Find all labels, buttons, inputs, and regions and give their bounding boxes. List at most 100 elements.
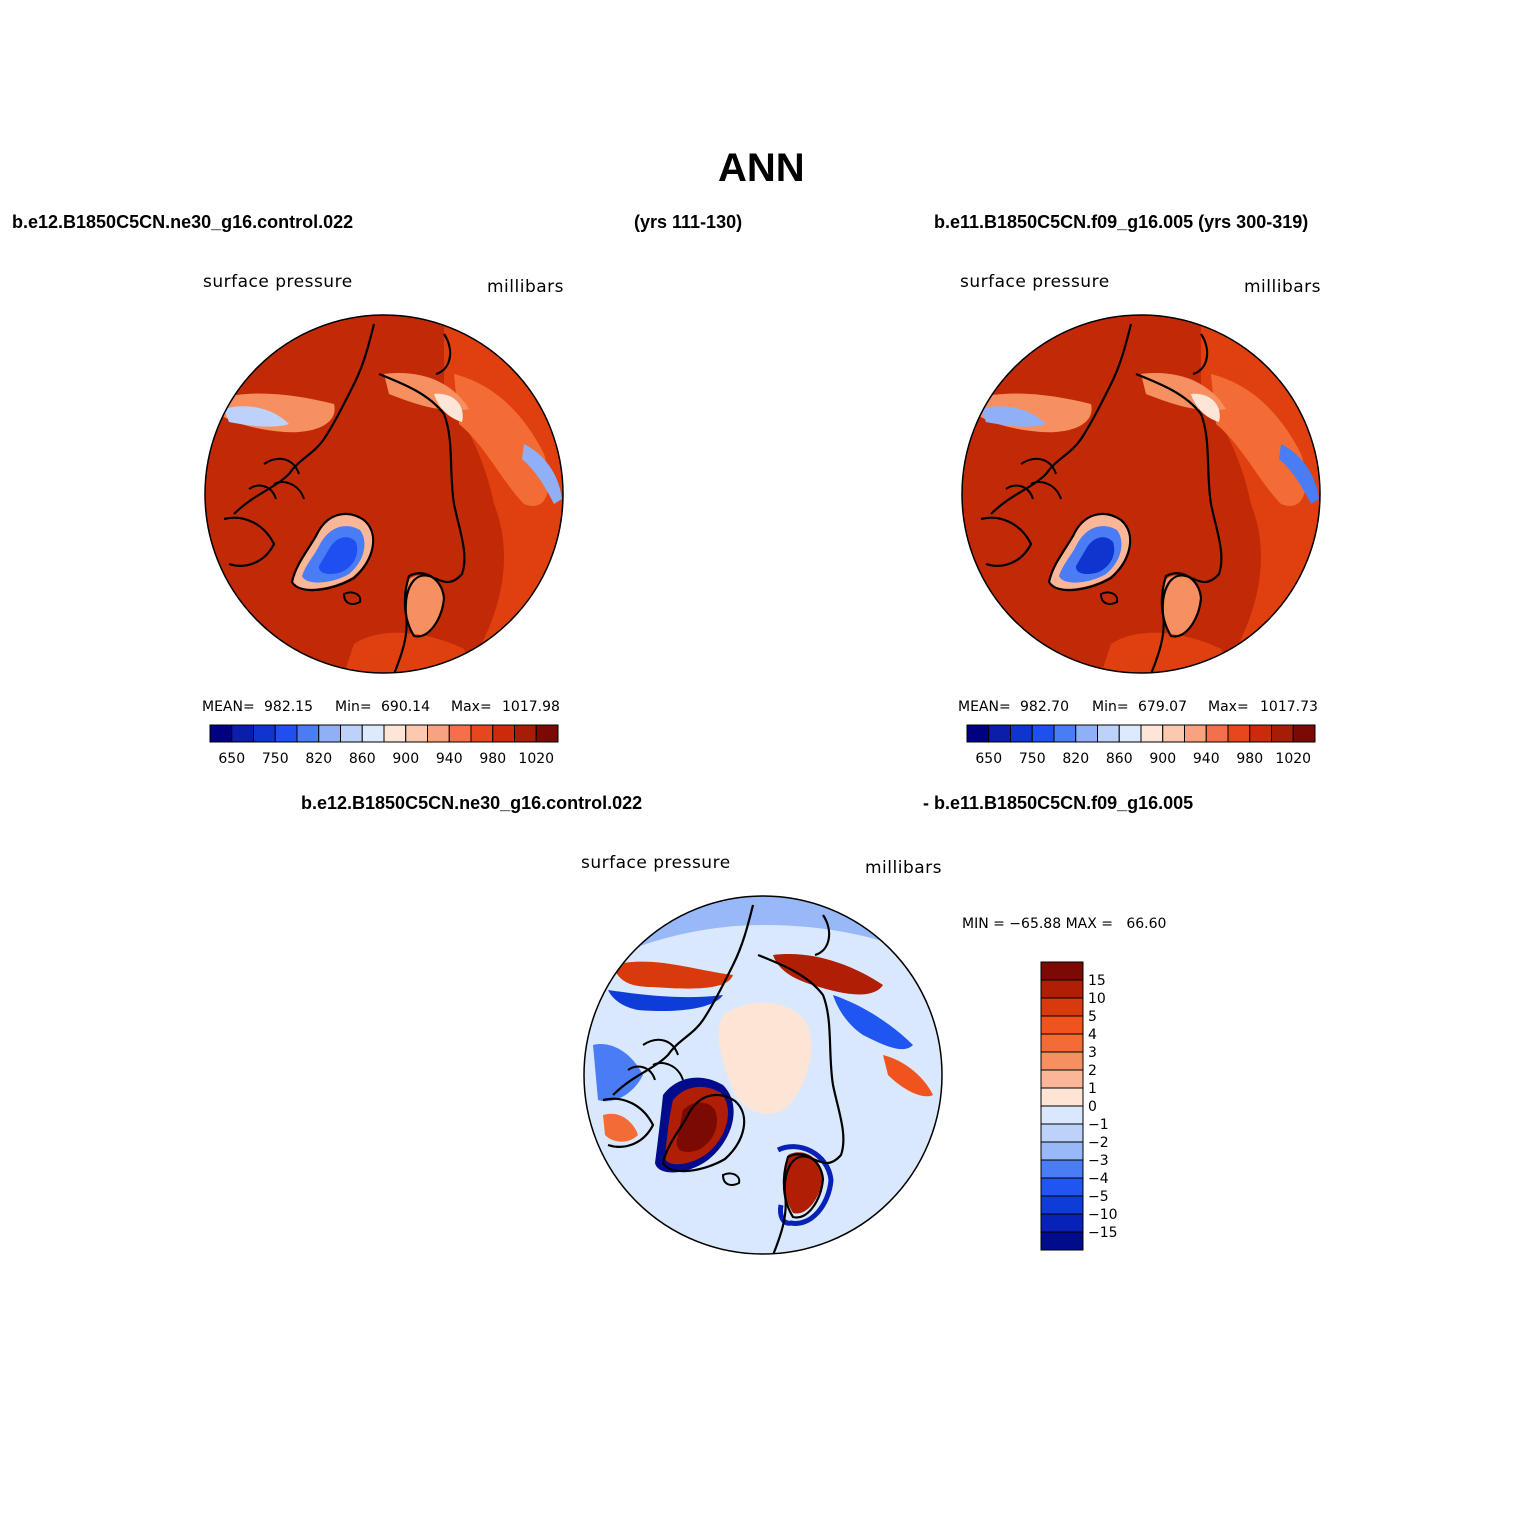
panel1-years: (yrs 111-130) xyxy=(634,212,743,232)
panel2-colorbar-swatch xyxy=(1249,724,1272,743)
panel1-colorbar-swatch xyxy=(470,724,494,743)
panel3-colorbar-tick-label: 1 xyxy=(1088,1081,1097,1097)
panel1-variable-label: surface pressure xyxy=(203,272,353,292)
panel3-coastline-scandinavia xyxy=(782,1153,825,1219)
panel1-coastline-north-america xyxy=(233,323,376,515)
panel2-colorbar-swatch xyxy=(1118,724,1142,743)
panel1-tibet-low xyxy=(522,444,562,504)
panel2-colorbar-swatch xyxy=(966,724,990,743)
panel1-mean-label: MEAN= xyxy=(202,699,255,715)
panel2-colorbar-swatch xyxy=(1053,724,1077,743)
panel1-colorbar: 650 750 820 860 900 940 980 1020 xyxy=(209,724,559,767)
panel3-colorbar-tick-label: −5 xyxy=(1088,1189,1109,1205)
panel3-arctic-positive xyxy=(718,1002,812,1114)
panel2-greenland-core xyxy=(1075,537,1115,574)
panel3-colorbar-tick-label: 4 xyxy=(1088,1027,1097,1043)
panel3-coastline-alaska xyxy=(814,914,831,957)
panel3-colorbar-swatch xyxy=(1040,1051,1084,1071)
panel2-colorbar-swatch xyxy=(1031,724,1055,743)
panel3-colorbar-swatch xyxy=(1040,1033,1084,1053)
panel1-coastline-alaska xyxy=(435,333,452,376)
panel1-colorbar-swatch xyxy=(253,724,276,743)
panel3-scandinavia-red xyxy=(783,1152,823,1214)
panel1-colorbar-tick-label: 650 xyxy=(218,751,245,767)
panel3-colorbar-tick-label: 10 xyxy=(1088,991,1106,1007)
panel2-colorbar: 650 750 820 860 900 940 980 1020 xyxy=(966,724,1316,767)
panel2-coastline-archipelago xyxy=(1005,457,1062,500)
panel3-colorbar-tick-label: −4 xyxy=(1088,1171,1109,1187)
panel2-coastline-scandinavia xyxy=(1160,572,1203,638)
panel2-min-value: 679.07 xyxy=(1138,699,1187,715)
panel2-coastline-iceland xyxy=(1099,591,1119,605)
panel3-units-label: millibars xyxy=(865,858,943,878)
panel3-colorbar-swatch xyxy=(1040,1195,1084,1215)
panel2-eurasia-highlands xyxy=(1211,374,1306,506)
panel1-max-value: 1017.98 xyxy=(502,699,560,715)
panel2-coastline-north-america xyxy=(990,323,1133,515)
panel3-colorbar-tick-label: 2 xyxy=(1088,1063,1097,1079)
panel1-colorbar-tick-label: 940 xyxy=(436,751,463,767)
panel3-colorbar-swatch xyxy=(1040,1123,1084,1143)
panel2-colorbar-swatch xyxy=(1010,724,1033,743)
panel1-colorbar-tick-label: 1020 xyxy=(518,751,554,767)
panel1-coastline-greenland xyxy=(290,512,375,592)
panel2-mean-value: 982.70 xyxy=(1020,699,1069,715)
panel2-colorbar-tick-label: 940 xyxy=(1193,751,1220,767)
panel1-case-name: b.e12.B1850C5CN.ne30_g16.control.022 xyxy=(12,212,354,232)
panel3-greenland-core xyxy=(676,1102,718,1152)
panel1-coastline-iceland xyxy=(342,591,362,605)
panel3-colorbar-swatch xyxy=(1040,1105,1084,1125)
panel2-colorbar-tick-label: 1020 xyxy=(1275,751,1311,767)
panel2-case-name: b.e11.B1850C5CN.f09_g16.005 (yrs 300-319… xyxy=(934,212,1309,232)
panel3-colorbar-swatch xyxy=(1040,1141,1084,1161)
panel3-colorbar-swatch xyxy=(1040,1177,1084,1197)
panel1-colorbar-swatch xyxy=(231,724,254,743)
panel1-mean-value: 982.15 xyxy=(264,699,313,715)
panel1-greenland-core xyxy=(318,537,358,574)
panel2-colorbar-swatch xyxy=(1271,724,1294,743)
panel2-coastline-greenland xyxy=(1047,512,1132,592)
panel3-coastline-north-america xyxy=(612,904,755,1096)
panel1-colorbar-swatch xyxy=(492,724,515,743)
panel1-colorbar-swatch xyxy=(427,724,450,743)
panel1-colorbar-swatch xyxy=(296,724,320,743)
panel3-asia-blue xyxy=(833,995,913,1050)
panel3-colorbar-swatch xyxy=(1040,1213,1084,1233)
panel1-coastline-hudson xyxy=(223,516,276,567)
panel3-asia-red xyxy=(773,954,883,995)
panel1-colorbar-swatch xyxy=(514,724,537,743)
panel2-colorbar-swatch xyxy=(1097,724,1120,743)
panel2-coastline-alaska xyxy=(1192,333,1209,376)
panel2-colorbar-swatch xyxy=(1205,724,1229,743)
panel2-rockies-low xyxy=(981,406,1046,427)
panel3-colorbar-tick-label: −10 xyxy=(1088,1207,1118,1223)
panel1-max-label: Max= xyxy=(451,699,492,715)
panel1-colorbar-swatch xyxy=(318,724,341,743)
panel2-units-label: millibars xyxy=(1244,277,1322,297)
panel1-polar-map xyxy=(204,314,564,674)
panel1-rockies-low xyxy=(224,406,289,427)
panel2-mean-label: MEAN= xyxy=(958,699,1011,715)
panel3-colorbar-swatch xyxy=(1040,1069,1084,1089)
panel3-colorbar-tick-label: −3 xyxy=(1088,1153,1109,1169)
panel1-units-label: millibars xyxy=(487,277,565,297)
panel3-coastline-hudson xyxy=(602,1097,655,1148)
panel3-colorbar-swatch xyxy=(1040,1159,1084,1179)
panel2-colorbar-swatch xyxy=(1075,724,1098,743)
panel2-colorbar-tick-label: 900 xyxy=(1149,751,1176,767)
panel1-coastline-scandinavia xyxy=(403,572,446,638)
panel3-colorbar-swatch xyxy=(1040,1231,1084,1251)
panel1-colorbar-swatch xyxy=(209,724,233,743)
panel3-colorbar-swatch xyxy=(1040,1087,1084,1107)
panel1-scandinavia-high xyxy=(404,575,444,637)
panel3-scandinavia-blue-rim xyxy=(776,1144,834,1226)
panel1-colorbar-tick-label: 900 xyxy=(392,751,419,767)
panel2-variable-label: surface pressure xyxy=(960,272,1110,292)
panel3-coastline-greenland xyxy=(661,1093,746,1173)
panel3-colorbar-tick-label: −1 xyxy=(1088,1117,1109,1133)
panel1-eurasia-highlands xyxy=(454,374,549,506)
panel3-colorbar-swatch xyxy=(1040,961,1084,981)
panel2-tibet-low xyxy=(1279,444,1319,504)
panel2-colorbar-swatch xyxy=(988,724,1011,743)
